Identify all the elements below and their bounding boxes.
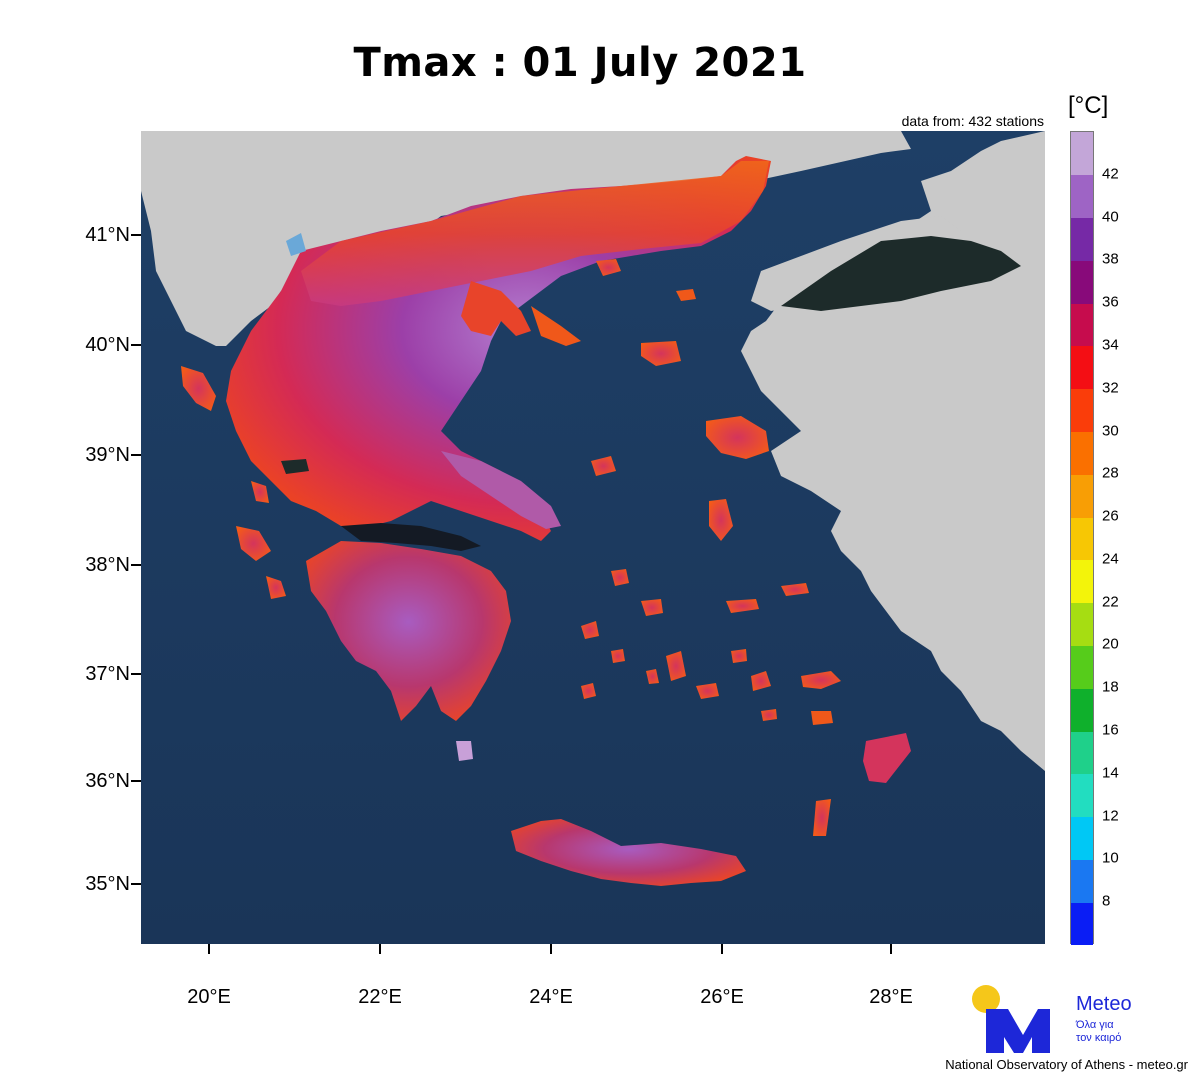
- peloponnese: [306, 541, 511, 721]
- meteo-logo: Meteo Όλα για τον καιρό: [968, 983, 1168, 1063]
- lat-tick: [131, 344, 141, 346]
- euboea: [441, 451, 561, 529]
- lesbos: [706, 416, 769, 459]
- colorbar-label: 10: [1102, 849, 1119, 867]
- lon-label-22: 22°E: [358, 986, 402, 1008]
- rhodes: [863, 733, 911, 783]
- lat-label-41: 41°N: [85, 224, 130, 246]
- colorbar-segment: [1071, 474, 1093, 518]
- colorbar-segment: [1071, 260, 1093, 304]
- marmara-sea: [781, 236, 1021, 311]
- footer-credit: National Observatory of Athens - meteo.g…: [945, 1057, 1188, 1072]
- karpathos: [813, 799, 831, 836]
- lon-tick: [208, 944, 210, 954]
- crete: [511, 819, 746, 886]
- lon-tick: [550, 944, 552, 954]
- colorbar-segment: [1071, 902, 1093, 946]
- map-title: Tmax : 01 July 2021: [353, 40, 807, 86]
- lon-label-26: 26°E: [700, 986, 744, 1008]
- colorbar-segment: [1071, 559, 1093, 604]
- lat-tick: [131, 234, 141, 236]
- colorbar-label: 36: [1102, 293, 1119, 311]
- colorbar-label: 20: [1102, 635, 1119, 653]
- thasos: [596, 259, 621, 276]
- colorbar-segment: [1071, 645, 1093, 689]
- lat-label-36: 36°N: [85, 770, 130, 792]
- lat-tick: [131, 780, 141, 782]
- lon-tick: [890, 944, 892, 954]
- lat-tick: [131, 673, 141, 675]
- logo-slogan: Όλα για τον καιρό: [1076, 1019, 1121, 1045]
- lon-label-24: 24°E: [529, 986, 573, 1008]
- colorbar-label: 40: [1102, 208, 1119, 226]
- lon-label-28: 28°E: [869, 986, 913, 1008]
- colorbar-label: 32: [1102, 379, 1119, 397]
- colorbar-segment: [1071, 132, 1093, 176]
- colorbar-label: 12: [1102, 807, 1119, 825]
- lat-label-37: 37°N: [85, 663, 130, 685]
- colorbar-segment: [1071, 388, 1093, 433]
- colorbar-segment: [1071, 174, 1093, 219]
- gulf-of-corinth: [341, 523, 481, 551]
- cyclades: [581, 569, 777, 721]
- colorbar-segment: [1071, 602, 1093, 646]
- chalkidiki: [461, 281, 531, 336]
- colorbar-label: 18: [1102, 678, 1119, 696]
- lat-label-35: 35°N: [85, 873, 130, 895]
- lat-tick: [131, 564, 141, 566]
- colorbar-segment: [1071, 859, 1093, 903]
- colorbar-label: 26: [1102, 507, 1119, 525]
- chios: [709, 499, 733, 541]
- logo-slogan-line2: τον καιρό: [1076, 1032, 1122, 1044]
- lemnos: [641, 341, 681, 366]
- skyros: [591, 456, 616, 476]
- colorbar-segment: [1071, 517, 1093, 561]
- samos: [726, 599, 759, 613]
- map-area: [141, 131, 1045, 944]
- kefalonia: [236, 526, 271, 561]
- colorbar-segment: [1071, 303, 1093, 347]
- colorbar-segment: [1071, 345, 1093, 390]
- zakynthos: [266, 576, 286, 599]
- colorbar-segment: [1071, 217, 1093, 261]
- lat-label-39: 39°N: [85, 444, 130, 466]
- colorbar-label: 22: [1102, 593, 1119, 611]
- colorbar-label: 24: [1102, 550, 1119, 568]
- colorbar-label: 8: [1102, 892, 1111, 910]
- colorbar-label: 38: [1102, 250, 1119, 268]
- logo-slogan-line1: Όλα για: [1076, 1019, 1114, 1031]
- colorbar-segment: [1071, 731, 1093, 775]
- lon-tick: [721, 944, 723, 954]
- corfu: [181, 366, 216, 411]
- colorbar-label: 30: [1102, 422, 1119, 440]
- meteo-logo-mark: [972, 985, 1050, 1053]
- colorbar: [1070, 131, 1094, 946]
- colorbar-label: 28: [1102, 464, 1119, 482]
- colorbar-label: 14: [1102, 764, 1119, 782]
- colorbar-label: 42: [1102, 165, 1119, 183]
- colorbar-label: 34: [1102, 336, 1119, 354]
- lake: [281, 459, 309, 474]
- lat-label-38: 38°N: [85, 554, 130, 576]
- lon-tick: [379, 944, 381, 954]
- lat-label-40: 40°N: [85, 334, 130, 356]
- logo-name: Meteo: [1076, 993, 1132, 1015]
- lat-tick: [131, 454, 141, 456]
- colorbar-unit: [°C]: [1068, 92, 1109, 119]
- colorbar-label: 16: [1102, 721, 1119, 739]
- lon-label-20: 20°E: [187, 986, 231, 1008]
- stations-note: data from: 432 stations: [901, 113, 1044, 129]
- colorbar-segment: [1071, 773, 1093, 818]
- temperature-map: [141, 131, 1045, 944]
- colorbar-segment: [1071, 688, 1093, 732]
- lat-tick: [131, 883, 141, 885]
- colorbar-segment: [1071, 816, 1093, 860]
- colorbar-segment: [1071, 431, 1093, 475]
